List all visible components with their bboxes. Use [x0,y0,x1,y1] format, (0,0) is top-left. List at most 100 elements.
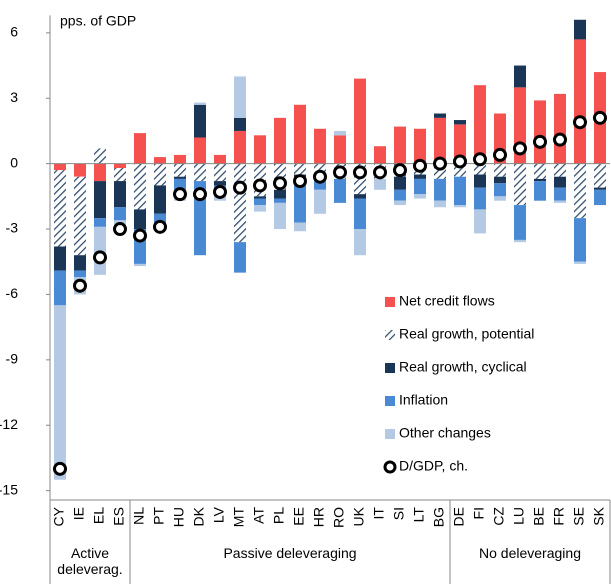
bar-segment [214,181,226,186]
bar-segment [254,205,266,212]
y-tick-label: 6 [10,24,18,40]
x-tick-label: NL [131,507,147,525]
bar-segment [254,198,266,206]
marker [433,156,447,171]
bar-segment [534,100,546,164]
bar-segment [254,196,266,199]
x-tick-label: FI [471,507,487,519]
marker [133,228,147,243]
bar-segment [354,78,366,164]
bar-segment [214,163,226,182]
bar-segment [74,255,86,271]
bar-segment [94,163,106,182]
marker [553,132,567,147]
bar-segment [594,163,606,188]
bar-segment [374,178,386,190]
y-tick-label: 0 [10,154,18,170]
legend-swatch [385,396,395,406]
y-tick-label: -12 [0,416,18,432]
bar-segment [94,148,106,164]
bar-segment [434,200,446,208]
bar-segment [74,176,86,256]
bar-segment [214,154,226,164]
bar-segment [574,261,586,264]
x-tick-label: AT [251,507,267,524]
bar-segment [414,194,426,199]
bar-segment [94,218,106,227]
bar-segment [554,176,566,188]
bar-segment [194,102,206,105]
bar-segment [234,130,246,164]
bar-segment [574,19,586,40]
bar-segment [334,130,346,136]
bar-segment [294,222,306,232]
bar-segment [274,117,286,164]
bar-segment [174,176,186,179]
bar-segment [234,242,246,273]
x-tick-label: CY [51,506,67,526]
y-tick-label: -3 [6,220,19,236]
bar-segment [294,163,306,175]
bar-segment [474,163,486,175]
x-tick-label: SI [391,507,407,520]
legend-swatch [385,330,395,340]
bar-segment [554,93,566,164]
marker [453,154,467,169]
bar-segment [434,113,446,118]
marker [493,147,507,162]
bar-segment [474,209,486,234]
bar-segment [234,163,246,243]
x-tick-label: PL [271,507,287,524]
bar-segment [454,120,466,125]
bar-segment [334,178,346,203]
bar-segment [294,178,306,223]
bar-segment [234,76,246,118]
bar-segment [514,65,526,88]
bar-segment [194,163,206,182]
bar-segment [534,181,546,201]
bar-segment [394,176,406,190]
x-tick-label: EE [291,507,307,526]
bar-segment [174,163,186,177]
marker [53,461,67,476]
y-axis-label: pps. of GDP [60,13,136,29]
bar-segment [314,163,326,175]
legend-label: Real growth, cyclical [399,359,527,375]
x-tick-label: EL [91,507,107,524]
x-tick-label: SK [591,506,607,525]
bar-segment [154,163,166,186]
bar-segment [114,163,126,168]
bar-segment [314,178,326,190]
group-label: Passive deleveraging [223,545,357,561]
bar-segment [274,198,286,203]
bar-segment [334,135,346,164]
bar-segment [254,135,266,164]
bar-segment [94,181,106,219]
bar-segment [534,163,546,179]
marker [353,165,367,180]
bar-segment [574,163,586,219]
x-tick-label: MT [231,507,247,528]
bar-segment [434,117,446,164]
marker [233,180,247,195]
marker [273,176,287,191]
marker [473,152,487,167]
marker [533,134,547,149]
bar-segment [534,178,546,182]
x-tick-label: CZ [491,507,507,526]
bar-segment [154,213,166,225]
legend-label: Real growth, potential [399,326,534,342]
marker [333,165,347,180]
marker [193,187,207,202]
bar-segment [554,200,566,203]
marker [73,278,87,293]
legend-swatch [385,297,395,307]
bar-segment [494,196,506,201]
marker [513,141,527,156]
bar-segment [374,146,386,164]
x-tick-label: HU [171,507,187,527]
marker [293,174,307,189]
bar-segment [314,128,326,164]
